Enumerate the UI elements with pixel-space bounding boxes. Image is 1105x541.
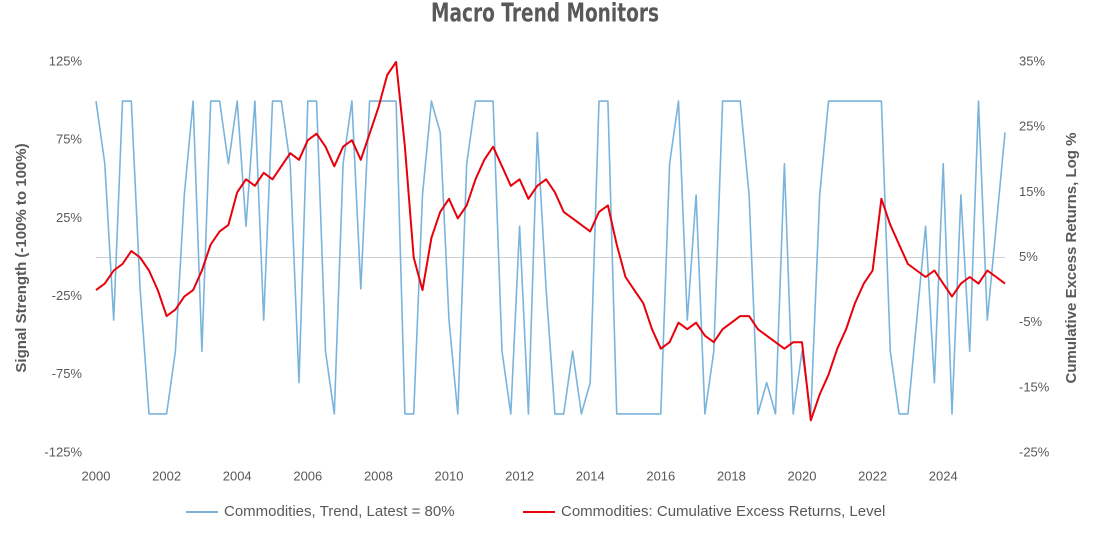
y-tick-label: -25% <box>52 288 83 303</box>
x-tick-label: 2018 <box>717 468 746 483</box>
series-line <box>95 61 1006 422</box>
y2-axis-title: Cumulative Excess Returns, Log % <box>1063 133 1080 384</box>
y2-tick-label: 35% <box>1019 53 1045 68</box>
x-tick-label: 2020 <box>788 468 817 483</box>
y2-tick-label: 5% <box>1019 249 1038 264</box>
y-tick-label: -125% <box>44 444 82 459</box>
x-tick-label: 2014 <box>576 468 605 483</box>
y-tick-label: 25% <box>56 210 82 225</box>
chart-title: Macro Trend Monitors <box>431 0 659 29</box>
y2-tick-label: -5% <box>1019 314 1043 329</box>
legend-label: Commodities, Trend, Latest = 80% <box>224 503 455 520</box>
y2-tick-label: 25% <box>1019 119 1045 134</box>
y-tick-label: 75% <box>56 132 82 147</box>
series-line <box>95 100 1006 415</box>
x-tick-label: 2000 <box>82 468 111 483</box>
x-tick-label: 2022 <box>858 468 887 483</box>
x-tick-label: 2004 <box>223 468 252 483</box>
x-tick-label: 2010 <box>435 468 464 483</box>
x-tick-label: 2006 <box>293 468 322 483</box>
y-tick-label: -75% <box>52 366 83 381</box>
x-tick-label: 2024 <box>929 468 958 483</box>
y-tick-label: 125% <box>49 53 83 68</box>
y2-tick-label: -25% <box>1019 444 1050 459</box>
x-tick-label: 2002 <box>152 468 181 483</box>
legend-label: Commodities: Cumulative Excess Returns, … <box>561 503 885 520</box>
y2-tick-label: -15% <box>1019 379 1050 394</box>
x-tick-label: 2012 <box>505 468 534 483</box>
y-axis-title: Signal Strength (-100% to 100%) <box>13 143 30 372</box>
y2-tick-label: 15% <box>1019 184 1045 199</box>
x-tick-label: 2016 <box>646 468 675 483</box>
x-tick-label: 2008 <box>364 468 393 483</box>
